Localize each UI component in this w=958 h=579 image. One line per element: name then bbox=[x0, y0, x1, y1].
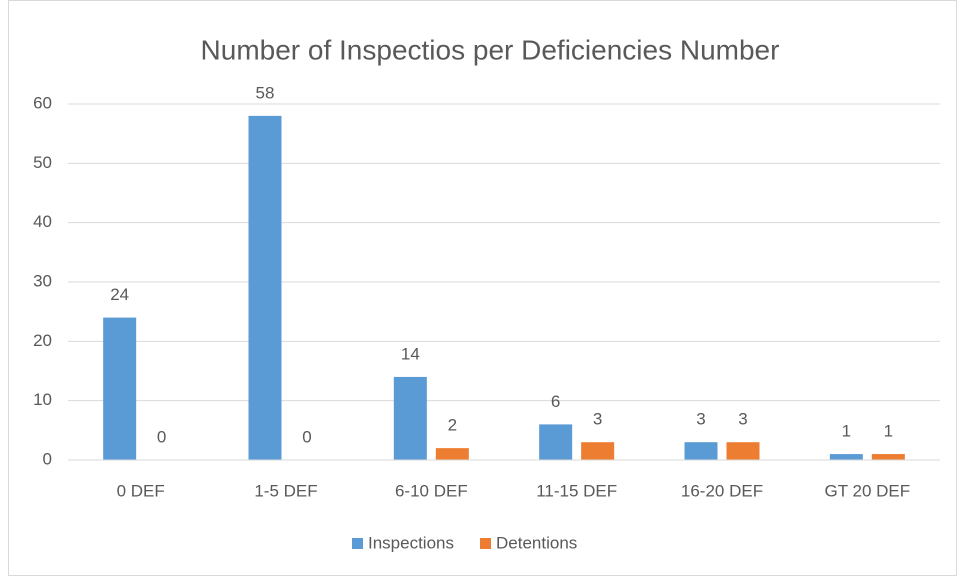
data-label: 3 bbox=[593, 410, 602, 429]
data-label: 0 bbox=[157, 427, 166, 446]
x-tick-label: 1-5 DEF bbox=[254, 481, 317, 500]
y-tick-label: 10 bbox=[33, 390, 52, 409]
y-tick-label: 60 bbox=[33, 93, 52, 112]
x-tick-label: 0 DEF bbox=[117, 481, 165, 500]
legend-swatch bbox=[352, 538, 363, 549]
data-label: 2 bbox=[448, 416, 457, 435]
bar bbox=[393, 376, 427, 460]
x-tick-label: 16-20 DEF bbox=[681, 481, 763, 500]
bar bbox=[248, 115, 282, 460]
y-tick-label: 50 bbox=[33, 153, 52, 172]
y-tick-label: 30 bbox=[33, 271, 52, 290]
x-tick-label: 6-10 DEF bbox=[395, 481, 468, 500]
legend-label: Inspections bbox=[368, 533, 454, 552]
data-label: 3 bbox=[696, 410, 705, 429]
bar bbox=[435, 448, 469, 460]
legend-label: Detentions bbox=[496, 533, 577, 552]
bar bbox=[103, 317, 137, 460]
bar bbox=[581, 442, 615, 460]
data-label: 6 bbox=[551, 392, 560, 411]
y-tick-label: 0 bbox=[43, 449, 52, 468]
x-tick-label: 11-15 DEF bbox=[536, 481, 617, 500]
bar bbox=[539, 424, 573, 460]
data-label: 58 bbox=[256, 83, 275, 102]
y-tick-label: 40 bbox=[33, 212, 52, 231]
bar bbox=[829, 454, 863, 460]
bar bbox=[684, 442, 718, 460]
bar bbox=[871, 454, 905, 460]
bar bbox=[726, 442, 760, 460]
chart-title: Number of Inspectios per Deficiencies Nu… bbox=[201, 34, 780, 65]
data-label: 1 bbox=[884, 422, 893, 441]
data-label: 24 bbox=[110, 285, 129, 304]
data-label: 0 bbox=[302, 427, 311, 446]
y-tick-label: 20 bbox=[33, 331, 52, 350]
legend-swatch bbox=[480, 538, 491, 549]
data-label: 14 bbox=[401, 344, 420, 363]
data-label: 3 bbox=[738, 410, 747, 429]
chart-border bbox=[8, 0, 957, 576]
x-tick-label: GT 20 DEF bbox=[825, 481, 911, 500]
data-label: 1 bbox=[842, 422, 851, 441]
